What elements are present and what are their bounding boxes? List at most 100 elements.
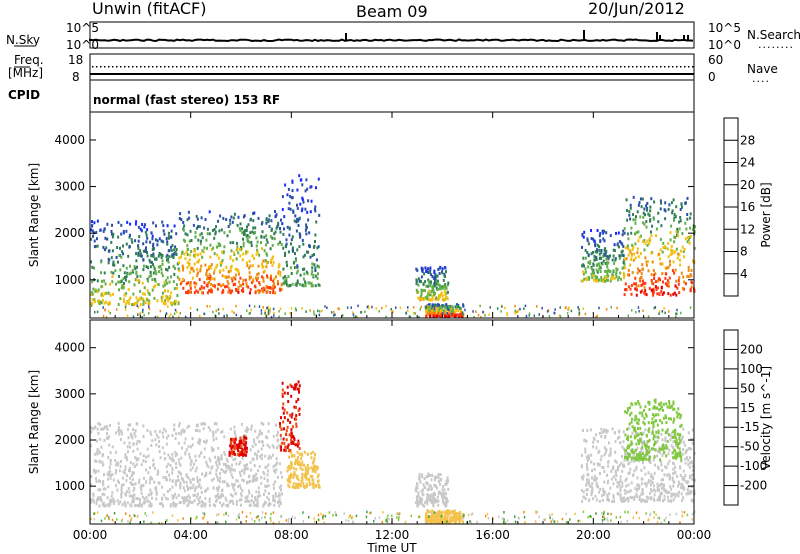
velocity-echo-cell [672, 498, 675, 502]
freq-dot [92, 66, 94, 68]
velocity-echo-cell [627, 471, 630, 475]
power-echo-cell [604, 275, 607, 279]
power-echo-cell [122, 277, 125, 281]
velocity-echo-cell [201, 422, 204, 426]
velocity-echo-cell [120, 488, 123, 492]
velocity-echo-cell [585, 483, 588, 487]
power-echo-cell [634, 287, 637, 291]
velocity-echo-cell [676, 475, 679, 478]
velocity-echo-cell [124, 468, 127, 472]
power-echo-cell [264, 259, 267, 263]
velocity-echo-cell [303, 473, 306, 477]
velocity-echo-cell [670, 494, 673, 498]
power-echo-cell [443, 274, 446, 278]
velocity-echo-cell [135, 457, 138, 461]
power-echo-cell [253, 256, 255, 260]
velocity-echo-cell [624, 448, 627, 452]
velocity-echo-cell [143, 476, 145, 480]
velocity-near-range-cell [373, 519, 375, 523]
power-echo-cell [429, 271, 432, 275]
power-echo-cell [219, 214, 222, 218]
power-echo-cell [184, 257, 187, 261]
velocity-echo-cell [109, 423, 111, 427]
power-echo-cell [420, 275, 423, 279]
power-echo-cell [667, 284, 670, 288]
power-echo-cell [185, 291, 187, 294]
power-echo-cell [174, 267, 177, 270]
velocity-echo-cell [311, 469, 314, 473]
freq-dot [96, 66, 98, 68]
power-echo-cell [168, 295, 171, 299]
power-echo-cell [639, 279, 642, 283]
power-near-range-cell [371, 305, 373, 309]
velocity-echo-cell [134, 434, 137, 438]
power-echo-cell [598, 278, 600, 282]
power-echo-cell [582, 235, 585, 239]
power-echo-cell [429, 314, 432, 318]
power-echo-cell [161, 253, 164, 257]
velocity-echo-cell [232, 485, 235, 489]
velocity-echo-cell [685, 451, 687, 455]
power-echo-cell [584, 256, 587, 260]
velocity-echo-cell [110, 494, 113, 498]
power-echo-cell [153, 278, 156, 281]
velocity-echo-cell [94, 452, 97, 456]
velocity-echo-cell [202, 427, 205, 431]
freq-dot [344, 66, 346, 68]
velocity-echo-cell [458, 513, 461, 517]
velocity-echo-cell [218, 457, 221, 461]
velocity-echo-cell [254, 498, 257, 502]
power-echo-cell [625, 198, 628, 202]
power-echo-cell [653, 200, 656, 204]
power-echo-cell [185, 282, 188, 286]
velocity-echo-cell [663, 473, 666, 477]
power-echo-cell [640, 275, 643, 279]
velocity-echo-cell [647, 457, 650, 461]
velocity-echo-cell [680, 458, 683, 462]
power-echo-cell [206, 268, 208, 272]
power-echo-cell [182, 268, 184, 272]
power-echo-cell [445, 287, 448, 291]
power-echo-cell [312, 274, 315, 277]
power-echo-cell [96, 219, 99, 223]
velocity-echo-cell [142, 459, 145, 463]
freq-dot [324, 66, 326, 68]
velocity-echo-cell [305, 477, 308, 481]
power-echo-cell [429, 298, 432, 302]
power-echo-cell [439, 295, 442, 299]
velocity-echo-cell [239, 442, 241, 446]
velocity-echo-cell [641, 452, 644, 455]
power-echo-cell [274, 291, 277, 295]
power-echo-cell [280, 287, 283, 291]
velocity-echo-cell [241, 447, 244, 451]
power-echo-cell [633, 282, 636, 286]
power-echo-cell [278, 270, 281, 274]
power-echo-cell [192, 269, 195, 273]
power-echo-cell [652, 293, 655, 297]
power-echo-cell [669, 293, 672, 297]
freq-dot [328, 66, 330, 68]
velocity-echo-cell [292, 473, 295, 477]
velocity-echo-cell [439, 482, 442, 486]
velocity-near-range-cell [245, 520, 247, 523]
power-echo-cell [441, 308, 444, 312]
power-echo-cell [164, 283, 166, 287]
power-echo-cell [122, 286, 125, 290]
velocity-echo-cell [294, 473, 297, 477]
power-near-range-cell [206, 305, 208, 308]
power-echo-cell [618, 257, 621, 260]
velocity-echo-cell [629, 495, 632, 499]
power-echo-cell [686, 196, 689, 200]
velocity-echo-cell [145, 495, 148, 499]
velocity-near-range-cell [202, 511, 204, 515]
power-echo-cell [600, 249, 603, 252]
velocity-echo-cell [290, 473, 292, 477]
velocity-echo-cell [174, 504, 177, 508]
velocity-echo-cell [675, 452, 678, 456]
velocity-echo-cell [665, 454, 668, 458]
power-echo-cell [668, 276, 671, 280]
velocity-echo-cell [668, 477, 671, 481]
velocity-near-range-cell [381, 520, 384, 524]
velocity-echo-cell [658, 484, 661, 488]
velocity-echo-cell [662, 402, 665, 406]
